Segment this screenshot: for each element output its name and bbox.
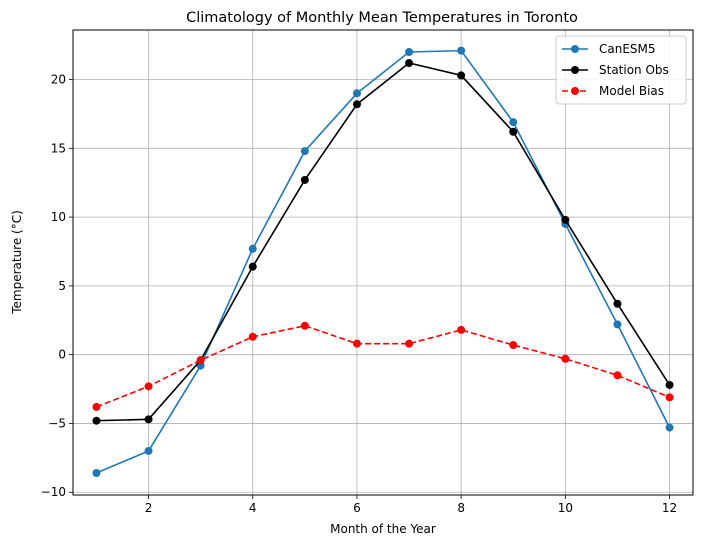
point-station-obs	[457, 71, 466, 80]
y-tick-label: −10	[41, 485, 66, 499]
point-canesm5	[248, 244, 257, 253]
point-station-obs	[561, 215, 570, 224]
x-tick-label: 12	[662, 501, 677, 515]
series-line-canesm5	[96, 49, 671, 474]
point-model-bias	[352, 339, 361, 348]
legend-marker-station-obs	[571, 66, 579, 74]
point-canesm5	[196, 361, 205, 370]
point-model-bias	[196, 356, 205, 365]
point-canesm5	[352, 89, 361, 98]
series-layer	[92, 46, 674, 477]
legend-label-station-obs: Station Obs	[599, 63, 669, 77]
x-tick-label: 8	[457, 501, 465, 515]
point-station-obs	[300, 175, 309, 184]
legend-marker-model-bias	[571, 87, 579, 95]
point-model-bias	[300, 321, 309, 330]
series-line-model-bias	[96, 324, 670, 408]
x-tick-label: 2	[145, 501, 153, 515]
x-tick-label: 4	[249, 501, 257, 515]
chart-title: Climatology of Monthly Mean Temperatures…	[186, 10, 578, 26]
series-line-station-obs	[96, 62, 671, 422]
point-model-bias	[509, 341, 518, 350]
legend-marker-canesm5	[571, 45, 579, 53]
point-station-obs	[248, 262, 257, 271]
point-model-bias	[92, 402, 101, 411]
y-tick-label: 20	[51, 73, 66, 87]
point-canesm5	[613, 320, 622, 329]
x-tick-label: 6	[353, 501, 361, 515]
point-canesm5	[665, 423, 674, 432]
point-canesm5	[300, 147, 309, 156]
point-model-bias	[405, 339, 414, 348]
y-tick-label: 0	[58, 348, 66, 362]
point-canesm5	[457, 46, 466, 55]
y-tick-label: 10	[51, 210, 66, 224]
point-canesm5	[92, 468, 101, 477]
plot-frame	[72, 29, 694, 496]
legend: CanESM5 Station Obs Model Bias	[555, 35, 687, 105]
legend-label-model-bias: Model Bias	[599, 84, 664, 98]
point-station-obs	[92, 416, 101, 425]
point-model-bias	[144, 382, 153, 391]
point-canesm5	[509, 118, 518, 127]
point-station-obs	[613, 299, 622, 308]
point-model-bias	[665, 393, 674, 402]
point-station-obs	[665, 380, 674, 389]
x-tick-label: 10	[558, 501, 573, 515]
y-tick-label: −5	[48, 416, 66, 430]
point-station-obs	[144, 415, 153, 424]
axes: 2 4 6 8 10 12 −10 −5 0 5 10 15 20	[41, 73, 678, 515]
x-axis-label: Month of the Year	[330, 522, 436, 536]
point-canesm5	[144, 446, 153, 455]
y-tick-label: 15	[51, 141, 66, 155]
point-model-bias	[457, 325, 466, 334]
legend-box	[555, 35, 687, 105]
point-model-bias	[613, 371, 622, 380]
point-station-obs	[509, 127, 518, 136]
point-station-obs	[405, 59, 414, 68]
y-axis-label: Temperature (°C)	[10, 210, 24, 315]
point-model-bias	[561, 354, 570, 363]
point-model-bias	[248, 332, 257, 341]
y-tick-label: 5	[58, 279, 66, 293]
point-station-obs	[352, 100, 361, 109]
point-canesm5	[405, 48, 414, 57]
legend-label-canesm5: CanESM5	[599, 42, 656, 56]
